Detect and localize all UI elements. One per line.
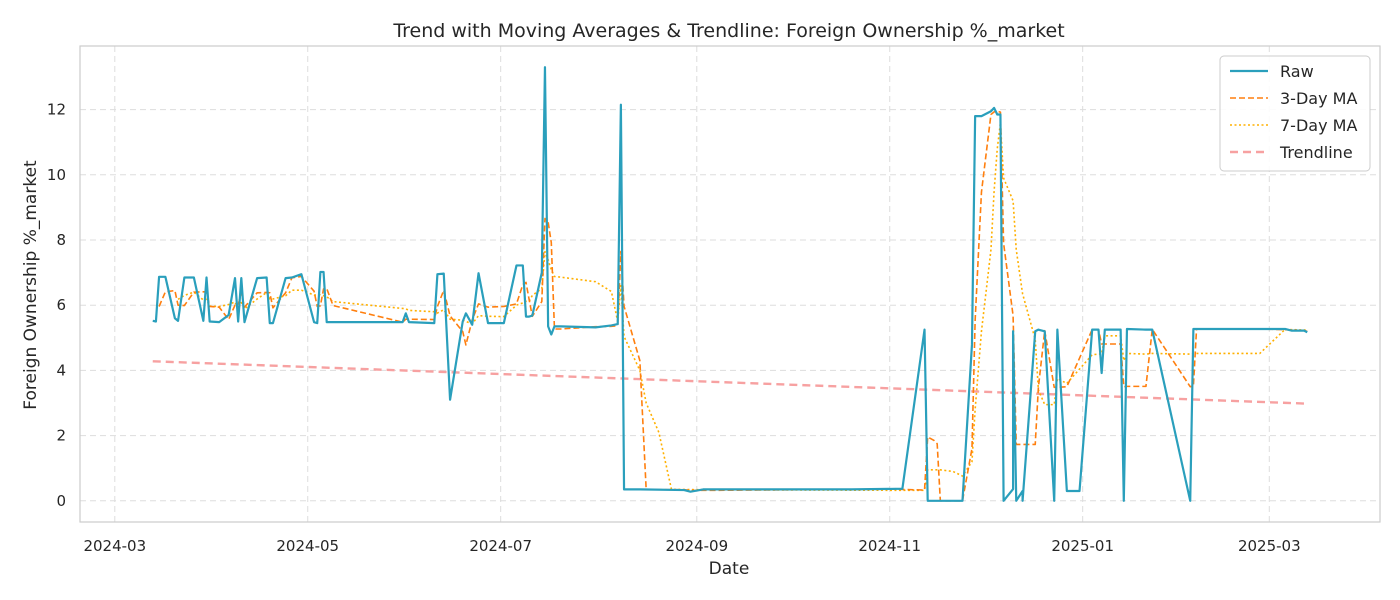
x-tick-label: 2024-03	[83, 537, 146, 555]
chart-title: Trend with Moving Averages & Trendline: …	[392, 20, 1064, 42]
y-tick-label: 10	[47, 166, 66, 184]
x-tick-label: 2025-03	[1238, 537, 1301, 555]
y-tick-label: 2	[56, 427, 66, 445]
series-line-7-day-ma	[177, 121, 1308, 492]
x-tick-label: 2024-09	[665, 537, 728, 555]
plot-frame	[79, 45, 1381, 523]
x-tick-label: 2024-05	[276, 537, 339, 555]
legend-box	[1219, 55, 1371, 172]
y-tick-label: 8	[56, 231, 66, 249]
y-axis-title: Foreign Ownership %_market	[21, 160, 41, 410]
legend: Raw 3-Day MA 7-Day MA Trendline	[1219, 55, 1371, 172]
y-tick-label: 0	[56, 492, 66, 510]
x-tick-label: 2024-11	[858, 537, 921, 555]
y-tick-label: 4	[56, 361, 66, 379]
series-line-3-day-ma	[158, 110, 1308, 502]
legend-label: Trendline	[1279, 143, 1353, 162]
x-tick-label: 2024-07	[469, 537, 532, 555]
series-line-trendline	[152, 360, 1308, 405]
series-line-raw	[152, 66, 1308, 502]
legend-label: Raw	[1280, 62, 1314, 81]
grid	[80, 46, 1380, 522]
x-axis-title: Date	[709, 559, 750, 579]
tick-labels: 2024-03 2024-05 2024-07 2024-09 2024-11 2025-…	[47, 101, 1301, 555]
x-tick-label: 2025-01	[1051, 537, 1114, 555]
y-tick-label: 6	[56, 296, 66, 314]
series-layer	[152, 66, 1308, 502]
legend-label: 7-Day MA	[1280, 116, 1357, 135]
legend-label: 3-Day MA	[1280, 89, 1357, 108]
y-tick-label: 12	[47, 101, 66, 119]
